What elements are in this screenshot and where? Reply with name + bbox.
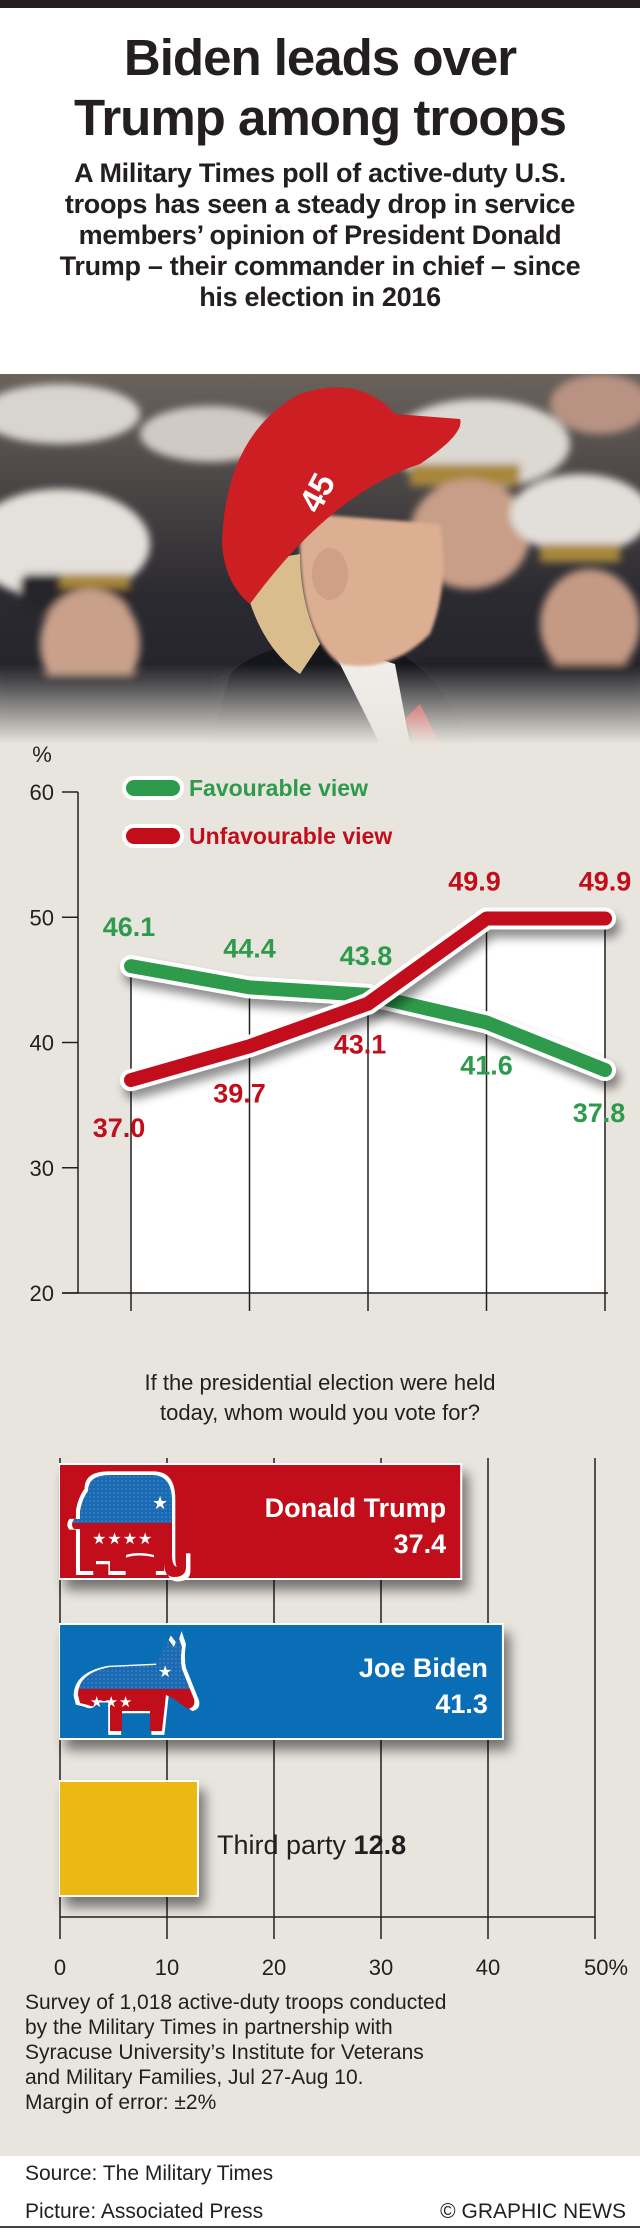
bottom-rule bbox=[0, 2226, 640, 2228]
series-lines bbox=[120, 907, 616, 1092]
footer: Source: The Military Times Picture: Asso… bbox=[0, 2156, 640, 2234]
x-tick-label-2020: 2020 bbox=[575, 1326, 624, 1330]
top-rule bbox=[0, 0, 640, 8]
copyright: © GRAPHIC NEWS bbox=[440, 2200, 626, 2223]
bar-x-tick-label-1: 10 bbox=[155, 1955, 179, 1980]
data-labels: 46.1 44.4 43.8 41.6 37.8 37.0 39.7 43.1 49.9 49.9 bbox=[93, 867, 632, 1144]
title-line-1: Biden leads over bbox=[123, 29, 517, 86]
series-line bbox=[124, 911, 612, 1088]
note-line-3: Syracuse University’s Institute for Vete… bbox=[25, 2041, 424, 2064]
x-tick-label-2016: 2016 bbox=[101, 1326, 150, 1330]
bar-x-tick-label-2: 20 bbox=[262, 1955, 286, 1980]
bar-x-tick-label-0: 0 bbox=[54, 1955, 66, 1980]
legend: Favourable view Unfavourable view bbox=[122, 775, 392, 849]
star-icon: ★ bbox=[152, 1493, 168, 1513]
data-label-fav-2017: 44.4 bbox=[223, 933, 276, 963]
icon-dot-texture bbox=[72, 1475, 186, 1523]
x-tick-label-2017: 2017 bbox=[219, 1326, 268, 1330]
source-credit: Source: The Military Times bbox=[25, 2162, 274, 2185]
data-label-fav-2018: 43.8 bbox=[340, 941, 393, 971]
y-tick-label-50: 50 bbox=[30, 905, 54, 930]
bar-name: Joe Biden bbox=[359, 1653, 488, 1683]
note-line-2: by the Military Times in partnership wit… bbox=[25, 2016, 393, 2039]
x-tick-label-2019: 2019 bbox=[456, 1326, 505, 1330]
survey-note: Survey of 1,018 active-duty troops condu… bbox=[25, 1990, 625, 2115]
y-axis-label: % bbox=[32, 742, 52, 767]
x-tick-label-2018: 2018 bbox=[338, 1326, 387, 1330]
data-label-unfav-2019: 49.9 bbox=[448, 867, 501, 897]
data-label-unfav-2018: 43.1 bbox=[334, 1030, 387, 1060]
series-unfavourable bbox=[120, 907, 616, 1092]
data-label-unfav-2016: 37.0 bbox=[93, 1113, 146, 1143]
bar-value: 37.4 bbox=[394, 1529, 447, 1559]
bar-chart-title-line-2: today, whom would you vote for? bbox=[160, 1400, 480, 1425]
bar-axis: 0 10 20 30 40 50% bbox=[54, 1916, 628, 1980]
gridlines bbox=[130, 922, 606, 1311]
page-title: Biden leads over Trump among troops bbox=[0, 28, 640, 148]
data-label-fav-2016: 46.1 bbox=[103, 912, 156, 942]
title-line-2: Trump among troops bbox=[74, 89, 567, 146]
bar-fill bbox=[60, 1782, 197, 1895]
bar-x-tick-label-5: 50% bbox=[584, 1955, 628, 1980]
legend-label-favourable: Favourable view bbox=[189, 775, 368, 801]
subtitle: A Military Times poll of active-duty U.S… bbox=[59, 158, 581, 312]
y-tick-label-40: 40 bbox=[30, 1031, 54, 1056]
data-label-unfav-2020: 49.9 bbox=[579, 867, 632, 897]
note-line-1: Survey of 1,018 active-duty troops condu… bbox=[25, 1991, 447, 2014]
bar-chart-title-line-1: If the presidential election were held bbox=[145, 1370, 496, 1395]
axes: 60 50 40 30 20% 2016 2017 2018 2019 2020 bbox=[30, 742, 624, 1330]
photo-illustration: 45 bbox=[0, 374, 640, 744]
bar-third-party: Third party 12.8 bbox=[59, 1780, 406, 1897]
data-label-unfav-2017: 39.7 bbox=[213, 1078, 266, 1108]
y-tick-label-30: 30 bbox=[30, 1156, 54, 1181]
star-icon: ★ bbox=[158, 1664, 172, 1681]
bar-x-tick-label-3: 30 bbox=[369, 1955, 393, 1980]
legend-swatch-unfavourable bbox=[126, 828, 180, 844]
header: Biden leads over Trump among troops A Mi… bbox=[0, 8, 640, 374]
bar-value: 12.8 bbox=[354, 1830, 407, 1860]
y-tick-label-60: 60 bbox=[30, 780, 54, 805]
legend-swatch-favourable bbox=[126, 780, 180, 796]
bar-name: Third party 12.8 bbox=[217, 1830, 406, 1860]
bar-name: Donald Trump bbox=[265, 1493, 447, 1523]
line-chart: 60 50 40 30 20% 2016 2017 2018 2019 2020 46.1 44.4… bbox=[30, 742, 632, 1330]
bar-value: 41.3 bbox=[435, 1689, 488, 1719]
data-label-fav-2020: 37.8 bbox=[573, 1098, 626, 1128]
photo: 45 bbox=[0, 374, 640, 744]
picture-credit: Picture: Associated Press bbox=[25, 2200, 264, 2223]
note-line-4: and Military Families, Jul 27-Aug 10. bbox=[25, 2066, 364, 2089]
bar-chart: If the presidential election were held t… bbox=[54, 1370, 628, 1980]
legend-label-unfavourable: Unfavourable view bbox=[189, 823, 392, 849]
bar-x-tick-label-4: 40 bbox=[476, 1955, 500, 1980]
stars-icon: ★★★ bbox=[90, 1694, 133, 1711]
y-tick-label-20: 20 bbox=[30, 1281, 54, 1306]
note-line-5: Margin of error: ±2% bbox=[25, 2091, 217, 2114]
stars-icon: ★★★★ bbox=[92, 1531, 153, 1548]
data-label-fav-2019: 41.6 bbox=[460, 1050, 513, 1080]
